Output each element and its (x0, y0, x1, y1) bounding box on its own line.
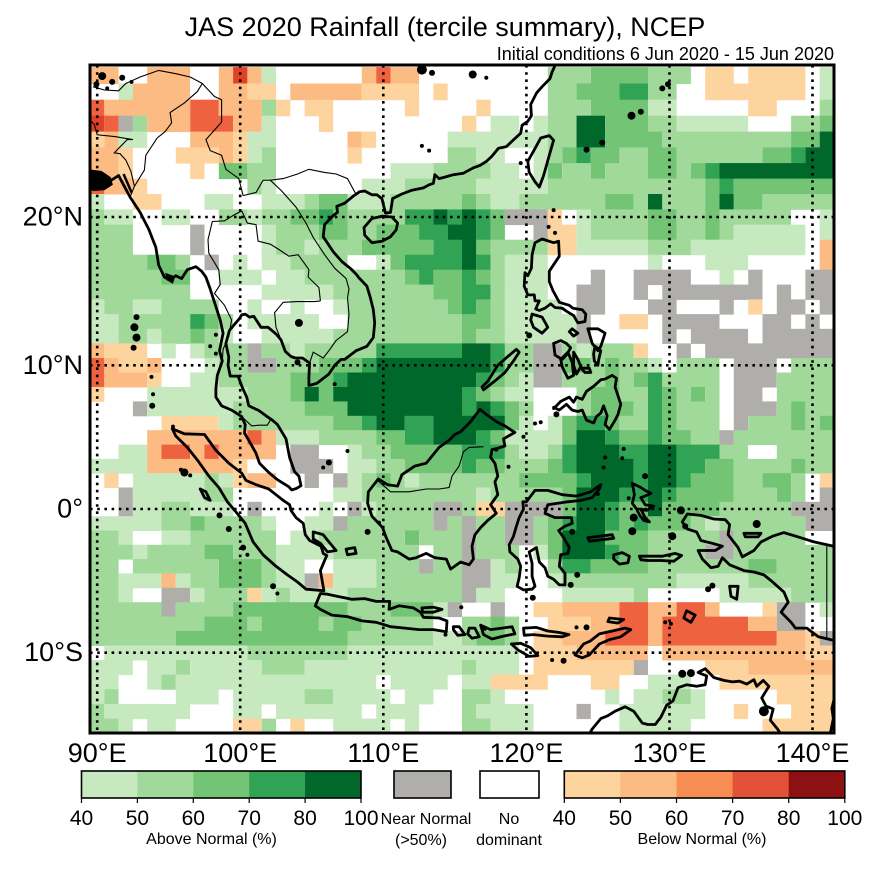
svg-text:90°E: 90°E (68, 738, 127, 768)
svg-text:(>50%): (>50%) (395, 832, 447, 849)
svg-text:110°E: 110°E (347, 738, 419, 768)
svg-text:120°E: 120°E (489, 738, 563, 768)
svg-text:70: 70 (721, 807, 744, 830)
svg-text:100: 100 (827, 807, 862, 830)
svg-text:100: 100 (343, 807, 378, 830)
svg-text:Below Normal (%): Below Normal (%) (638, 831, 767, 848)
svg-text:50: 50 (609, 807, 632, 830)
svg-text:Near Normal: Near Normal (381, 811, 472, 828)
svg-text:10°N: 10°N (23, 350, 83, 380)
svg-text:140°E: 140°E (776, 738, 850, 768)
svg-text:60: 60 (665, 807, 688, 830)
svg-text:20°N: 20°N (23, 202, 83, 232)
svg-text:JAS 2020 Rainfall (tercile sum: JAS 2020 Rainfall (tercile summary), NCE… (185, 12, 706, 42)
svg-text:70: 70 (238, 807, 261, 830)
svg-text:100°E: 100°E (203, 738, 277, 768)
svg-text:Above Normal (%): Above Normal (%) (146, 831, 277, 848)
svg-text:130°E: 130°E (633, 738, 707, 768)
svg-text:80: 80 (293, 807, 316, 830)
svg-text:40: 40 (553, 807, 576, 830)
svg-text:Initial conditions 6 Jun 2020: Initial conditions 6 Jun 2020 - 15 Jun 2… (497, 44, 834, 64)
svg-text:50: 50 (126, 807, 149, 830)
svg-text:10°S: 10°S (24, 637, 83, 667)
svg-text:80: 80 (777, 807, 800, 830)
svg-text:60: 60 (182, 807, 205, 830)
svg-text:40: 40 (70, 807, 93, 830)
svg-text:No: No (499, 811, 520, 828)
svg-text:0°: 0° (57, 494, 83, 524)
svg-text:dominant: dominant (476, 832, 542, 849)
